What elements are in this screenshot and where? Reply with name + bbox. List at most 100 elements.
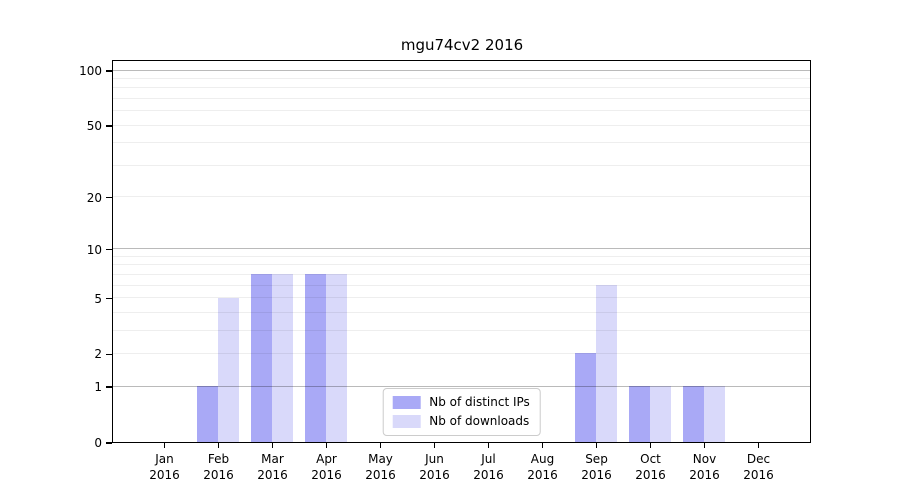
legend-swatch-1: [392, 415, 421, 428]
gridline-minor-50: [113, 124, 810, 126]
x-tick-year: 2016: [743, 468, 774, 482]
y-tick-mark-5: [106, 297, 112, 300]
plot-area: Nb of distinct IPs Nb of downloads: [112, 60, 811, 443]
x-tick-label-mar: Mar 2016: [243, 451, 303, 483]
gridline-minor-5: [113, 297, 810, 299]
legend-row-0: Nb of distinct IPs: [392, 396, 530, 409]
x-tick-year: 2016: [635, 468, 666, 482]
y-tick-mark-100: [106, 70, 112, 72]
x-tick-mark-jan: [163, 443, 166, 448]
x-tick-month: Jul: [481, 452, 496, 466]
bar-distinct-ips-sep: [575, 353, 596, 442]
gridline-major-1: [113, 385, 810, 387]
bar-distinct-ips-apr: [305, 274, 326, 442]
gridline-minor-20: [113, 196, 810, 198]
gridline-minor-6: [113, 284, 810, 286]
gridline-minor-3: [113, 329, 810, 331]
y-tick-mark-10: [106, 249, 112, 251]
y-tick-label-10: 10: [86, 242, 102, 257]
x-tick-month: Jan: [155, 452, 174, 466]
gridline-minor-9: [113, 255, 810, 257]
y-tick-label-20: 20: [86, 190, 102, 205]
gridline-minor-30: [113, 164, 810, 166]
x-tick-label-dec: Dec 2016: [729, 451, 789, 483]
x-tick-mark-jun: [433, 443, 436, 448]
x-tick-mark-aug: [541, 443, 544, 448]
gridline-minor-7: [113, 273, 810, 275]
x-tick-year: 2016: [581, 468, 612, 482]
x-tick-label-oct: Oct 2016: [621, 451, 681, 483]
x-tick-label-sep: Sep 2016: [567, 451, 627, 483]
y-tick-label-1: 1: [94, 380, 102, 395]
x-tick-month: Nov: [692, 452, 717, 466]
y-tick-mark-1: [106, 386, 112, 388]
x-tick-label-nov: Nov 2016: [675, 451, 735, 483]
y-tick-label-50: 50: [86, 119, 102, 134]
legend-swatch-0: [392, 396, 421, 409]
bar-downloads-feb: [218, 297, 239, 442]
bar-downloads-apr: [326, 274, 347, 442]
chart-title: mgu74cv2 2016: [400, 36, 524, 54]
x-tick-year: 2016: [527, 468, 558, 482]
gridline-minor-90: [113, 77, 810, 79]
x-tick-year: 2016: [203, 468, 234, 482]
y-tick-mark-2: [106, 353, 112, 356]
x-tick-label-aug: Aug 2016: [513, 451, 573, 483]
gridline-minor-80: [113, 87, 810, 89]
y-tick-label-5: 5: [94, 291, 102, 306]
gridline-major-100: [113, 69, 810, 71]
x-tick-mark-nov: [703, 443, 706, 448]
gridline-minor-40: [113, 142, 810, 144]
gridline-minor-2: [113, 352, 810, 354]
y-tick-label-2: 2: [94, 347, 102, 362]
x-tick-month: Jun: [425, 452, 444, 466]
y-tick-mark-20: [106, 196, 112, 199]
x-tick-year: 2016: [419, 468, 450, 482]
x-tick-label-feb: Feb 2016: [189, 451, 249, 483]
bar-distinct-ips-oct: [629, 386, 650, 442]
x-tick-label-apr: Apr 2016: [297, 451, 357, 483]
x-tick-mark-dec: [757, 443, 760, 448]
gridline-minor-60: [113, 110, 810, 112]
y-tick-label-0: 0: [94, 436, 102, 450]
x-tick-mark-feb: [217, 443, 220, 448]
x-tick-mark-mar: [271, 443, 274, 448]
x-tick-label-jun: Jun 2016: [405, 451, 465, 483]
legend-label-0: Nb of distinct IPs: [429, 395, 530, 409]
x-tick-label-jan: Jan 2016: [135, 451, 195, 483]
x-tick-label-jul: Jul 2016: [459, 451, 519, 483]
x-tick-month: Aug: [530, 452, 555, 466]
bar-downloads-nov: [704, 386, 725, 442]
gridline-minor-8: [113, 264, 810, 266]
bar-downloads-oct: [650, 386, 671, 442]
x-tick-month: May: [368, 452, 393, 466]
x-tick-year: 2016: [149, 468, 180, 482]
x-tick-month: Sep: [585, 452, 608, 466]
legend: Nb of distinct IPs Nb of downloads: [382, 388, 541, 436]
x-tick-year: 2016: [365, 468, 396, 482]
y-tick-mark-0: [106, 442, 112, 444]
x-tick-month: Feb: [207, 452, 230, 466]
x-tick-month: Oct: [640, 452, 661, 466]
gridline-minor-4: [113, 311, 810, 313]
gridline-minor-70: [113, 97, 810, 99]
y-tick-mark-50: [106, 125, 112, 127]
gridline-major-10: [113, 248, 810, 250]
bar-distinct-ips-feb: [197, 386, 218, 442]
x-tick-month: Apr: [316, 452, 337, 466]
x-tick-year: 2016: [473, 468, 504, 482]
bar-distinct-ips-mar: [251, 274, 272, 442]
x-tick-mark-apr: [325, 443, 328, 448]
x-tick-label-may: May 2016: [351, 451, 411, 483]
legend-label-1: Nb of downloads: [429, 414, 530, 428]
x-tick-year: 2016: [257, 468, 288, 482]
x-tick-year: 2016: [311, 468, 342, 482]
bar-distinct-ips-nov: [683, 386, 704, 442]
x-tick-month: Dec: [746, 452, 771, 466]
x-tick-month: Mar: [261, 452, 284, 466]
legend-row-1: Nb of downloads: [392, 415, 530, 428]
x-tick-mark-sep: [595, 443, 598, 448]
x-tick-mark-oct: [649, 443, 652, 448]
x-tick-mark-jul: [487, 443, 490, 448]
